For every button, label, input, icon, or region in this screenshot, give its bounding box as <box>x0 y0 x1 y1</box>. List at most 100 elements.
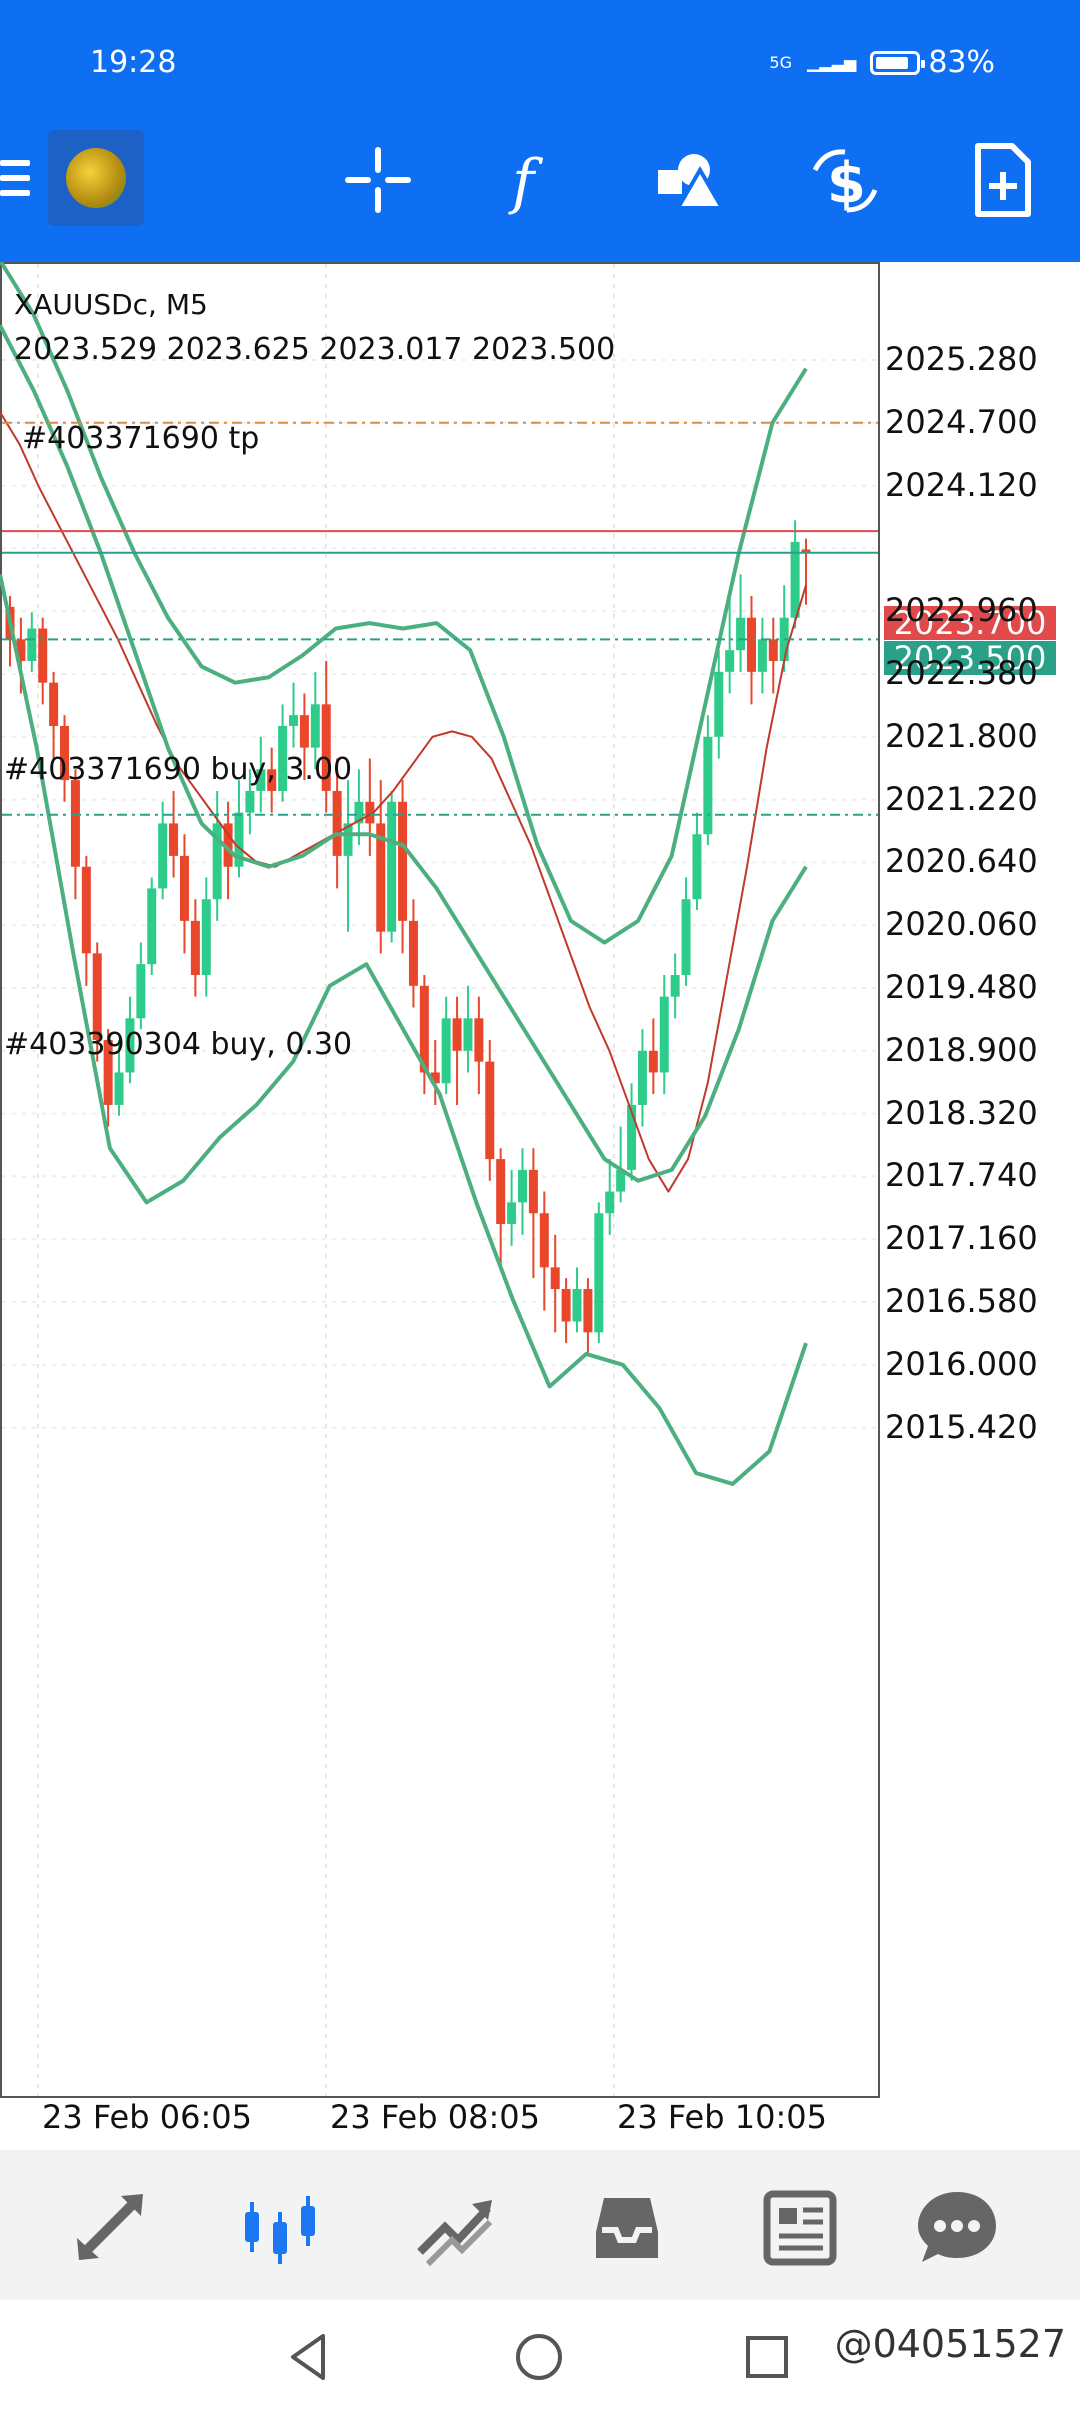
price-tick: 2019.480 <box>885 968 1038 1006</box>
candle-body <box>474 1018 484 1062</box>
candle-body <box>310 704 320 748</box>
price-tick: 2022.380 <box>885 654 1038 692</box>
price-tick: 2018.900 <box>885 1030 1038 1069</box>
candle-body <box>354 801 364 824</box>
bottom-nav <box>0 2150 1080 2300</box>
candle-body <box>408 920 418 986</box>
candle-body <box>725 650 735 672</box>
signal-icon: 5G ▁▂▃▅ <box>769 52 857 72</box>
price-tick: 2016.000 <box>885 1344 1038 1383</box>
candle-body <box>627 1104 637 1170</box>
candle-body <box>38 628 48 683</box>
candle-body <box>289 715 299 726</box>
candle-body <box>703 736 713 835</box>
chart-icon[interactable] <box>235 2182 325 2272</box>
price-tick: 2017.160 <box>885 1219 1038 1258</box>
candle-body <box>583 1289 593 1333</box>
svg-text:f: f <box>508 147 544 217</box>
candle-body <box>179 855 189 921</box>
candle-body <box>398 801 408 921</box>
candle-body <box>387 801 397 932</box>
price-tick: 2022.960 <box>885 591 1038 630</box>
candle-body <box>376 823 386 932</box>
candle-body <box>561 1289 571 1322</box>
back-icon[interactable] <box>283 2330 337 2384</box>
candle-body <box>616 1169 626 1192</box>
candle-body <box>125 1018 135 1073</box>
candle-body <box>49 682 59 726</box>
price-tick: 2024.120 <box>885 465 1038 504</box>
watermark: @04051527 <box>834 2322 1066 2366</box>
battery-level <box>876 56 908 69</box>
candle-body <box>60 725 70 781</box>
trade-nav-icon[interactable] <box>410 2182 500 2272</box>
quotes-icon[interactable] <box>65 2182 155 2272</box>
candle-body <box>245 790 255 813</box>
candle-body <box>201 899 211 976</box>
candle-body <box>365 801 375 824</box>
candle-body <box>539 1213 549 1268</box>
candle-body <box>147 888 157 965</box>
candle-body <box>801 549 811 553</box>
order1-label: #403371690 buy, 3.00 <box>4 752 353 787</box>
ask-price-tag: 2023.700 <box>884 606 1056 640</box>
order2-label: #403390304 buy, 0.30 <box>4 1027 353 1062</box>
chart-symbol: XAUUSDc, M5 <box>14 288 208 321</box>
candle-body <box>528 1169 538 1214</box>
candle-body <box>790 541 800 618</box>
candle-body <box>441 1018 451 1084</box>
candle-body <box>637 1050 647 1105</box>
recents-icon[interactable] <box>740 2330 794 2384</box>
candle-body <box>81 866 91 954</box>
news-icon[interactable] <box>755 2182 845 2272</box>
candle-body <box>223 823 233 867</box>
price-tick: 2021.220 <box>885 779 1038 818</box>
price-chart[interactable] <box>0 262 1080 2162</box>
network-type: 5G <box>769 52 792 72</box>
candle-body <box>321 704 331 791</box>
price-tick: 2020.640 <box>885 842 1038 881</box>
candle-body <box>768 639 778 662</box>
candle-body <box>746 617 756 672</box>
price-tick: 2024.700 <box>885 402 1038 441</box>
chart-ohlc: 2023.529 2023.625 2023.017 2023.500 <box>14 332 616 367</box>
home-icon[interactable] <box>512 2330 566 2384</box>
moving-average-line <box>0 411 807 1193</box>
trade-icon[interactable]: $ <box>805 140 885 220</box>
candle-body <box>332 790 342 856</box>
indicators-icon[interactable]: f <box>492 140 572 220</box>
time-tick-2: 23 Feb 10:05 <box>617 2098 827 2136</box>
new-order-icon[interactable] <box>962 140 1042 220</box>
status-time: 19:28 <box>90 45 177 80</box>
history-icon[interactable] <box>582 2182 672 2272</box>
price-tick: 2025.280 <box>885 340 1038 378</box>
menu-icon[interactable] <box>0 160 30 200</box>
candle-body <box>419 985 429 1073</box>
candle-body <box>736 617 746 651</box>
candle-body <box>278 725 288 791</box>
crosshair-icon[interactable] <box>338 140 418 220</box>
candle-body <box>681 899 691 976</box>
time-tick-1: 23 Feb 08:05 <box>330 2098 540 2136</box>
candle-body <box>190 920 200 976</box>
candle-body <box>507 1202 517 1225</box>
candle-body <box>136 964 146 1019</box>
candle-body <box>496 1159 506 1225</box>
messages-icon[interactable] <box>912 2182 1002 2272</box>
candle-body <box>485 1061 495 1160</box>
objects-icon[interactable] <box>648 140 728 220</box>
status-right: 5G ▁▂▃▅ 83% <box>769 45 995 80</box>
candle-body <box>92 953 102 1040</box>
candle-body <box>648 1050 658 1073</box>
candle-body <box>234 812 244 867</box>
candle-body <box>212 823 222 900</box>
candle-body <box>256 769 266 791</box>
app-bar: 19:28 5G ▁▂▃▅ 83% f $ <box>0 0 1080 262</box>
candle-body <box>594 1213 604 1333</box>
system-nav <box>0 2300 1080 2412</box>
candle-body <box>463 1018 473 1051</box>
candle-body <box>103 1039 113 1105</box>
app-logo[interactable] <box>48 130 144 226</box>
chart-frame[interactable] <box>0 262 880 2098</box>
middle-band-line <box>0 324 808 1183</box>
